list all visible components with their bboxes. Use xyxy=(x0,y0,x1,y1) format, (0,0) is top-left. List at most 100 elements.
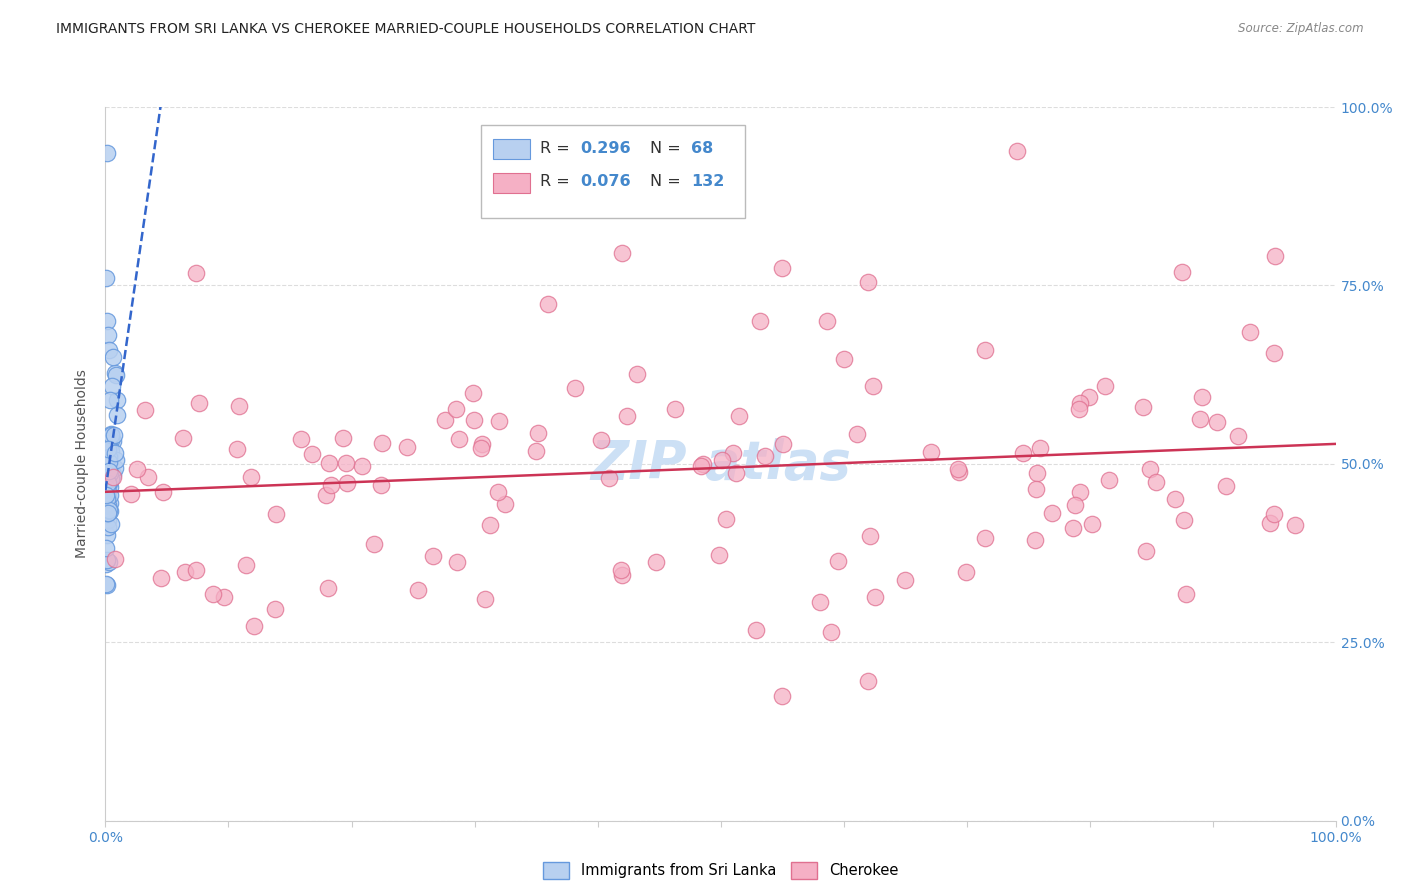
Point xyxy=(858,529,880,543)
Point xyxy=(1206,415,1229,429)
Point xyxy=(98,475,121,490)
Point xyxy=(96,491,118,506)
Point xyxy=(225,442,247,457)
Point xyxy=(1284,517,1306,532)
Point xyxy=(96,474,118,488)
Point xyxy=(263,602,285,616)
Point xyxy=(1063,499,1085,513)
Point xyxy=(827,554,849,568)
Point xyxy=(98,496,121,510)
Point xyxy=(96,541,118,555)
Point xyxy=(745,623,768,637)
Point xyxy=(690,459,713,474)
Point xyxy=(94,577,117,591)
Point xyxy=(97,498,120,512)
Point xyxy=(96,508,118,522)
Point xyxy=(858,275,880,289)
Point xyxy=(626,367,648,381)
Point xyxy=(97,447,120,461)
Point xyxy=(96,271,118,285)
Point xyxy=(610,568,633,582)
Point xyxy=(150,571,173,585)
Point xyxy=(494,497,516,511)
Point xyxy=(98,488,121,502)
Point xyxy=(97,476,120,491)
Point xyxy=(101,434,124,448)
Point xyxy=(100,427,122,442)
Point xyxy=(97,455,120,469)
Point xyxy=(188,396,211,410)
Point xyxy=(893,573,915,587)
Point xyxy=(524,443,547,458)
Point xyxy=(721,446,744,460)
Text: N =: N = xyxy=(651,141,686,156)
Point xyxy=(352,458,374,473)
Point xyxy=(172,432,194,446)
Point xyxy=(610,246,633,260)
Point xyxy=(136,470,159,484)
Point xyxy=(100,516,122,531)
Point xyxy=(808,595,831,609)
Point xyxy=(107,409,129,423)
Point xyxy=(610,563,633,577)
Point xyxy=(97,462,120,476)
Point xyxy=(98,442,121,456)
Point xyxy=(97,513,120,527)
Point xyxy=(1174,587,1197,601)
Point xyxy=(101,467,124,481)
Point xyxy=(96,491,118,506)
Point xyxy=(749,314,772,328)
Point xyxy=(772,437,794,451)
Point xyxy=(1012,446,1035,460)
Point xyxy=(832,351,855,366)
Point xyxy=(96,527,118,541)
Point xyxy=(1188,412,1211,426)
Point xyxy=(97,460,120,475)
Point xyxy=(846,426,869,441)
Point xyxy=(463,413,485,427)
Point xyxy=(1239,325,1261,339)
Point xyxy=(770,260,793,275)
Point xyxy=(266,507,288,521)
Text: 0.076: 0.076 xyxy=(581,175,631,189)
Point xyxy=(1132,401,1154,415)
Point xyxy=(727,409,749,423)
Point xyxy=(96,431,118,445)
Point xyxy=(955,565,977,579)
Point xyxy=(770,689,793,703)
Point xyxy=(1164,491,1187,506)
Point xyxy=(1144,475,1167,490)
Point xyxy=(537,297,560,311)
Point xyxy=(152,485,174,500)
Point xyxy=(527,426,550,441)
Text: 0.296: 0.296 xyxy=(581,141,631,156)
Point xyxy=(335,456,357,470)
Point xyxy=(1069,402,1091,417)
Point xyxy=(1069,484,1091,499)
Point xyxy=(616,409,638,424)
Point xyxy=(973,343,995,357)
Point xyxy=(862,379,884,393)
Point xyxy=(97,328,120,343)
Point xyxy=(1025,482,1047,496)
Point xyxy=(100,427,122,442)
Y-axis label: Married-couple Households: Married-couple Households xyxy=(76,369,90,558)
Point xyxy=(1040,506,1063,520)
Point xyxy=(370,478,392,492)
Point xyxy=(98,480,121,494)
Point xyxy=(96,506,118,520)
Point xyxy=(97,506,120,520)
Point xyxy=(434,413,457,427)
Point xyxy=(363,537,385,551)
Point xyxy=(96,314,118,328)
Point xyxy=(1098,473,1121,487)
Point xyxy=(444,402,467,417)
Point xyxy=(97,489,120,503)
Point xyxy=(1077,390,1099,404)
Point xyxy=(408,583,430,598)
Point xyxy=(202,587,225,601)
Point xyxy=(820,624,842,639)
Point xyxy=(664,402,686,417)
Point xyxy=(290,433,312,447)
Point xyxy=(98,392,121,407)
